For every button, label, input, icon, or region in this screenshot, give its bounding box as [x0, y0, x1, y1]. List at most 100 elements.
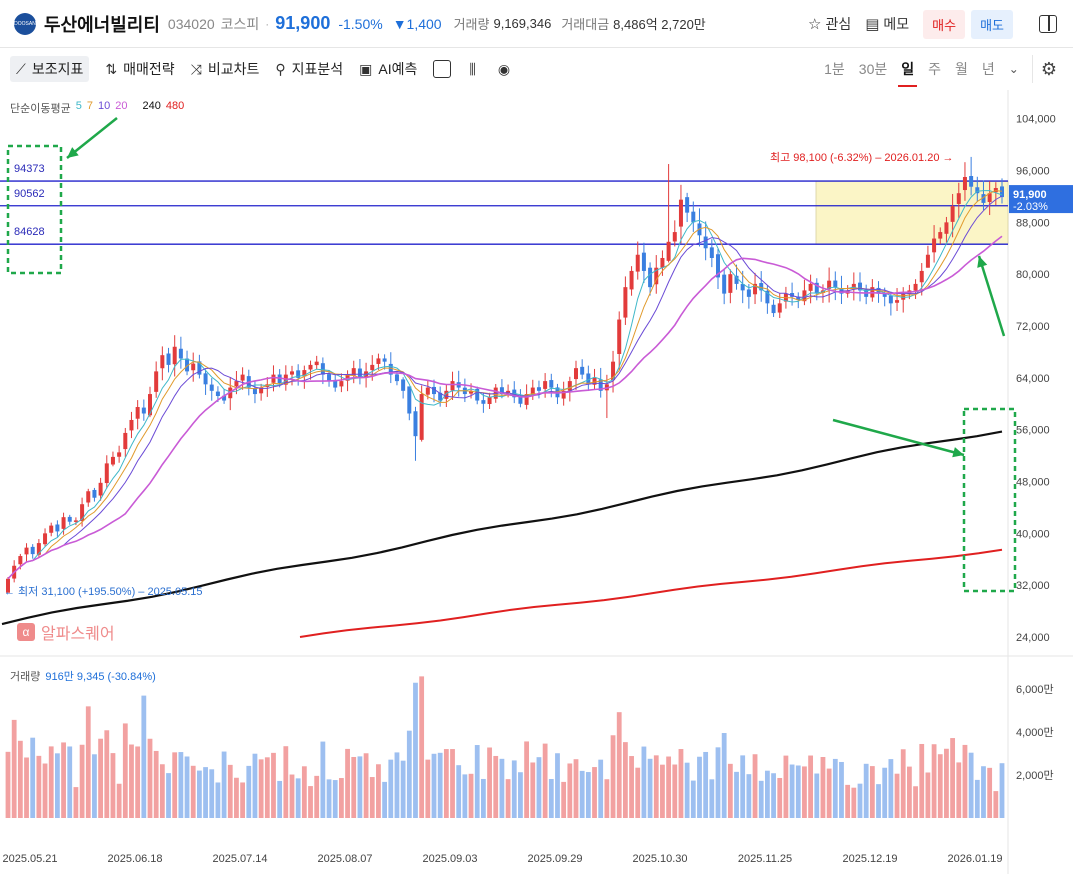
buy-button[interactable]: 매수 [923, 9, 966, 39]
volume-bar [332, 780, 338, 818]
ma480-label[interactable]: 480 [165, 100, 185, 112]
candle [716, 254, 720, 278]
volume-bar [190, 765, 196, 818]
y-tick-label: 72,000 [1016, 321, 1050, 333]
volume-bar [950, 738, 956, 818]
candle-type-button[interactable]: ⫼ [469, 56, 481, 82]
annotation-arrow-head [977, 256, 988, 268]
high-annotation: 최고 98,100 (-6.32%) – 2026.01.20 → [770, 151, 954, 164]
volume-bar [629, 756, 634, 818]
volume-bar [845, 784, 851, 818]
candle [790, 293, 795, 297]
period-month[interactable]: 월 [955, 61, 968, 77]
period-year[interactable]: 년 [981, 61, 995, 77]
ai-predict-button[interactable]: ▣ AI예측 [359, 56, 417, 82]
ma5-label[interactable]: 5 [75, 100, 82, 112]
checkbox-icon[interactable] [433, 60, 452, 78]
ma20-label[interactable]: 20 [115, 100, 128, 112]
y-tick-label: 56,000 [1016, 425, 1050, 437]
candle [327, 374, 332, 382]
volume-bar [419, 676, 425, 818]
y-tick-label: 104,000 [1016, 114, 1056, 126]
candle [407, 386, 412, 414]
candle [549, 380, 554, 388]
ma240-label[interactable]: 240 [142, 100, 161, 112]
volume-bar [727, 763, 733, 818]
candle [252, 387, 257, 395]
volume-bar [944, 748, 949, 818]
volume-value: 9,169,346 [493, 16, 552, 31]
candle [975, 187, 980, 194]
volume-bar [92, 754, 97, 818]
candle [672, 232, 677, 242]
period-30min[interactable]: 30분 [858, 61, 888, 77]
volume-bar [660, 764, 665, 818]
candle [586, 373, 591, 385]
candle [592, 377, 597, 385]
low-annotation: ← 최저 31,100 (+195.50%) – 2025.05.15 [4, 585, 203, 598]
candle [481, 400, 486, 404]
volume-bar [913, 786, 918, 818]
memo-button[interactable]: ▤ 메모 [865, 14, 909, 34]
x-tick-label: 2025.09.03 [422, 853, 477, 865]
chevron-down-icon[interactable]: ⌄ [1008, 62, 1019, 76]
candle [728, 274, 733, 293]
candle [629, 270, 634, 290]
ai-chip-icon: ▣ [359, 60, 373, 77]
candle [796, 296, 801, 301]
candle [290, 371, 294, 375]
indicator-button[interactable]: ⟋ 보조지표 [10, 56, 90, 82]
side-panel-icon[interactable] [1039, 15, 1057, 33]
camera-icon: ◉ [497, 60, 511, 77]
x-tick-label: 2025.07.14 [212, 853, 267, 865]
analysis-button[interactable]: ⚲ 지표분석 [275, 56, 343, 82]
candle [1000, 186, 1004, 198]
period-week[interactable]: 주 [928, 61, 942, 77]
candle [648, 267, 653, 288]
shuffle-icon: ⤨ [190, 60, 202, 77]
stock-name[interactable]: 두산에너빌리티 [44, 14, 160, 35]
candle [259, 387, 264, 394]
candle [709, 247, 714, 258]
candle [148, 394, 152, 416]
volume-bar [561, 781, 567, 818]
volume-bar [505, 779, 511, 818]
candle [351, 368, 356, 376]
interest-button[interactable]: ☆ 관심 [808, 14, 851, 34]
volume-bar [851, 787, 857, 818]
volume-bar [147, 738, 153, 818]
ma10-label[interactable]: 10 [97, 100, 111, 112]
amount-value: 8,486억 2,720만 [613, 17, 706, 32]
candle [808, 283, 813, 291]
analysis-icon: ⚲ [275, 60, 286, 77]
ma7-label[interactable]: 7 [86, 100, 93, 112]
candle [357, 368, 362, 378]
volume-bar [777, 777, 783, 818]
memo-icon: ▤ [865, 16, 880, 33]
volume-bar [635, 767, 641, 818]
strategy-button[interactable]: ⇅ 매매전략 [105, 56, 174, 82]
compare-button[interactable]: ⤨ 비교차트 [191, 56, 260, 82]
volume-tick-label: 2,000만 [1016, 769, 1054, 782]
annotation-arrow-head [952, 447, 964, 458]
candle [962, 176, 967, 191]
volume-bar [227, 764, 233, 818]
ma-legend-title: 단순이동평균 [10, 103, 71, 115]
gear-icon[interactable]: ⚙ [1040, 58, 1057, 79]
period-day[interactable]: 일 [898, 49, 917, 89]
screenshot-button[interactable]: ◉ [498, 56, 516, 82]
candle [172, 346, 177, 365]
candle [135, 407, 140, 419]
volume-bar [369, 777, 375, 818]
ma480-line [299, 548, 1003, 638]
candle [6, 578, 10, 593]
volume-bar [715, 747, 721, 818]
price-chart[interactable]: 24,00032,00040,00048,00056,00064,00072,0… [0, 90, 1073, 874]
candle [444, 390, 449, 399]
volume-bar [11, 719, 17, 818]
x-tick-label: 2025.05.21 [2, 853, 57, 865]
period-1min[interactable]: 1분 [824, 61, 845, 77]
volume-bar [338, 778, 344, 818]
volume-bar [116, 783, 122, 818]
sell-button[interactable]: 매도 [971, 9, 1013, 39]
